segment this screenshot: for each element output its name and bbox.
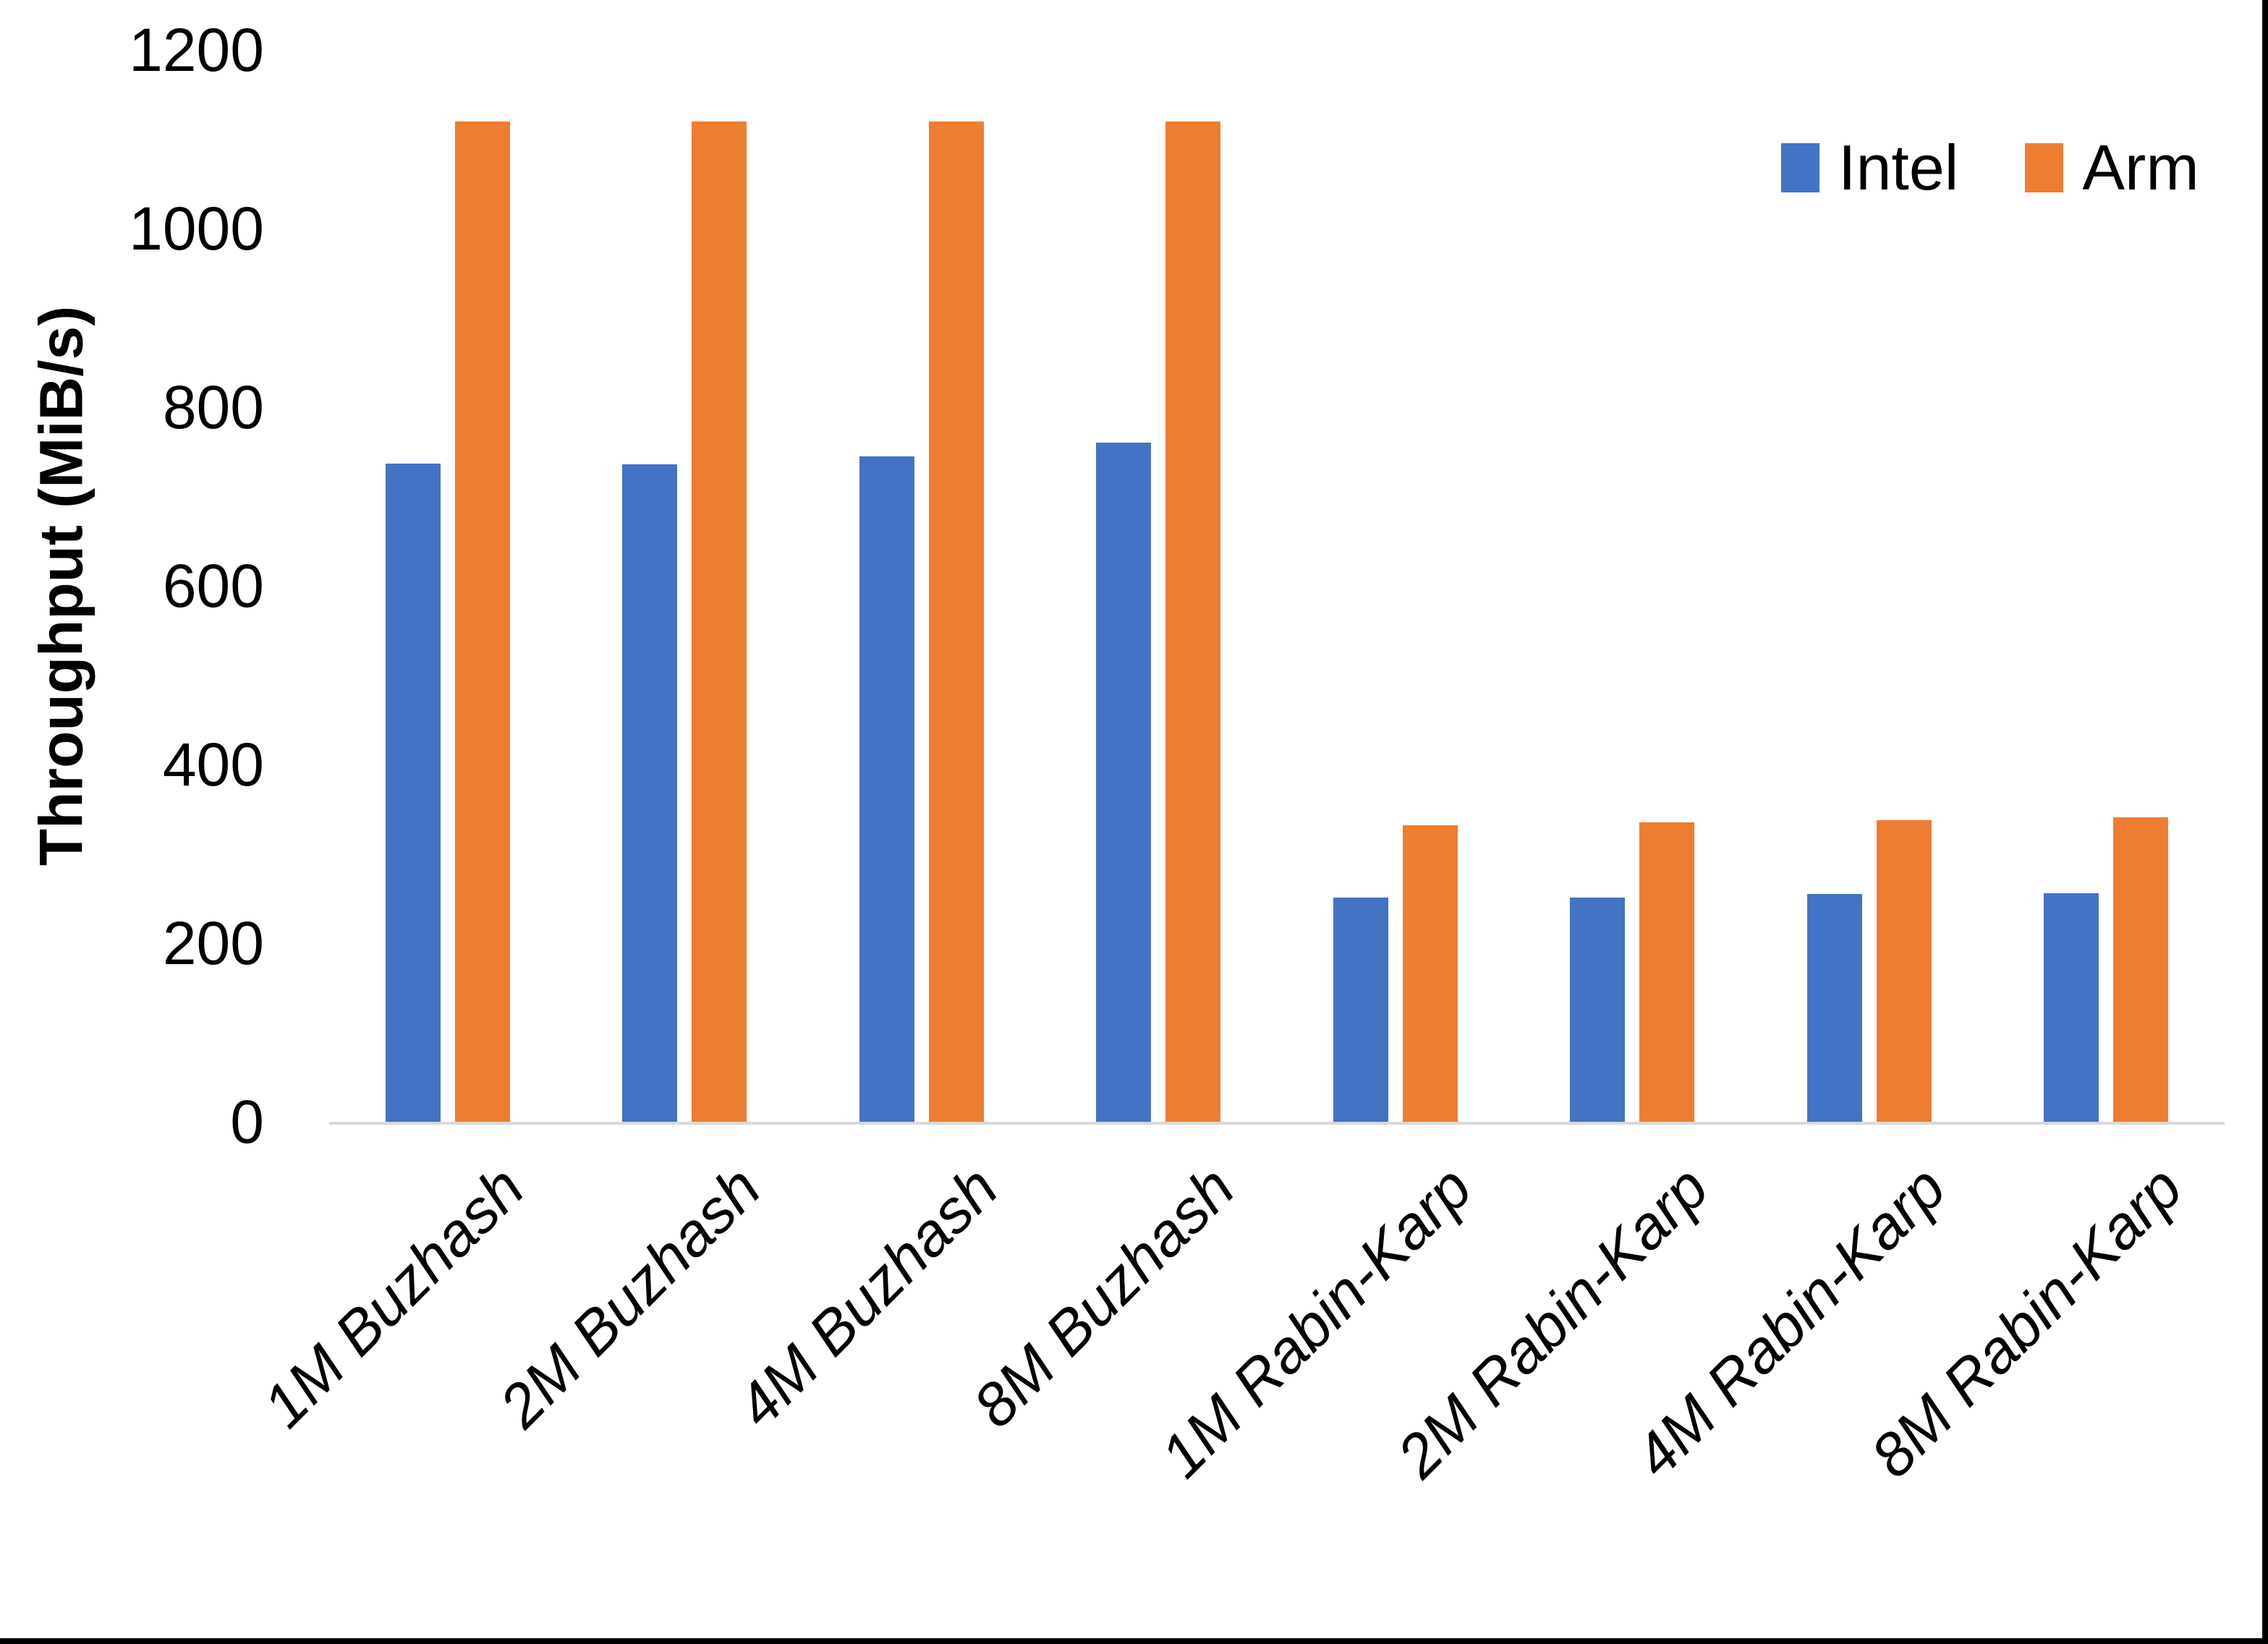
- y-tick-label: 400: [162, 731, 264, 798]
- intel-bar: [1806, 894, 1862, 1122]
- bar-group-7: [1751, 50, 1988, 1122]
- bar-group-2: [566, 50, 804, 1122]
- bar-group-1: [329, 50, 566, 1122]
- x-category-label: 8M Rabin-Karp: [1858, 1153, 2196, 1491]
- page-border-bottom: [0, 1638, 2268, 1644]
- arm-bar: [2113, 817, 2169, 1122]
- y-tick-label: 1000: [129, 195, 264, 263]
- legend-item-arm: Arm: [2025, 136, 2199, 200]
- legend-item-intel: Intel: [1781, 136, 1958, 200]
- intel-bar: [1096, 443, 1152, 1122]
- y-tick-label: 800: [162, 373, 264, 441]
- arm-bar: [928, 121, 984, 1122]
- legend-label-arm: Arm: [2082, 132, 2199, 203]
- intel-bar: [859, 456, 914, 1122]
- arm-bar: [1402, 825, 1458, 1122]
- bar-group-8: [1988, 50, 2225, 1122]
- arm-bar: [1639, 822, 1695, 1122]
- legend: Intel Arm: [1781, 136, 2199, 200]
- intel-bar: [385, 463, 441, 1122]
- page-border-right: [2262, 0, 2268, 1644]
- intel-bar: [622, 464, 678, 1122]
- arm-bar: [454, 121, 510, 1122]
- bar-group-4: [1040, 50, 1278, 1122]
- x-category-label: 1M Rabin-Karp: [1147, 1153, 1485, 1491]
- intel-bar: [2044, 893, 2099, 1122]
- arm-color-swatch: [2025, 143, 2064, 192]
- x-category-label: 8M Buzhash: [960, 1153, 1248, 1441]
- x-category-label: 2M Rabin-Karp: [1384, 1153, 1722, 1491]
- intel-color-swatch: [1781, 143, 1819, 192]
- y-tick-label: 0: [230, 1088, 264, 1156]
- x-category-label: 2M Buzhash: [486, 1153, 774, 1441]
- bar-group-3: [803, 50, 1040, 1122]
- plot-area: [329, 50, 2225, 1125]
- x-category-label: 4M Rabin-Karp: [1621, 1153, 1958, 1491]
- intel-bar: [1570, 898, 1626, 1122]
- arm-bar: [692, 121, 747, 1122]
- bar-group-5: [1277, 50, 1514, 1122]
- bar-group-6: [1514, 50, 1751, 1122]
- y-tick-label: 1200: [129, 16, 264, 84]
- y-axis-tick-labels: 0 200 400 600 800 1000 1200: [0, 0, 264, 1644]
- arm-bar: [1165, 121, 1221, 1122]
- legend-label-intel: Intel: [1838, 132, 1959, 203]
- x-category-label: 1M Buzhash: [250, 1153, 537, 1441]
- x-category-label: 4M Buzhash: [723, 1153, 1011, 1441]
- arm-bar: [1876, 819, 1932, 1122]
- y-tick-label: 600: [162, 552, 264, 620]
- y-tick-label: 200: [162, 909, 264, 977]
- intel-bar: [1333, 898, 1388, 1122]
